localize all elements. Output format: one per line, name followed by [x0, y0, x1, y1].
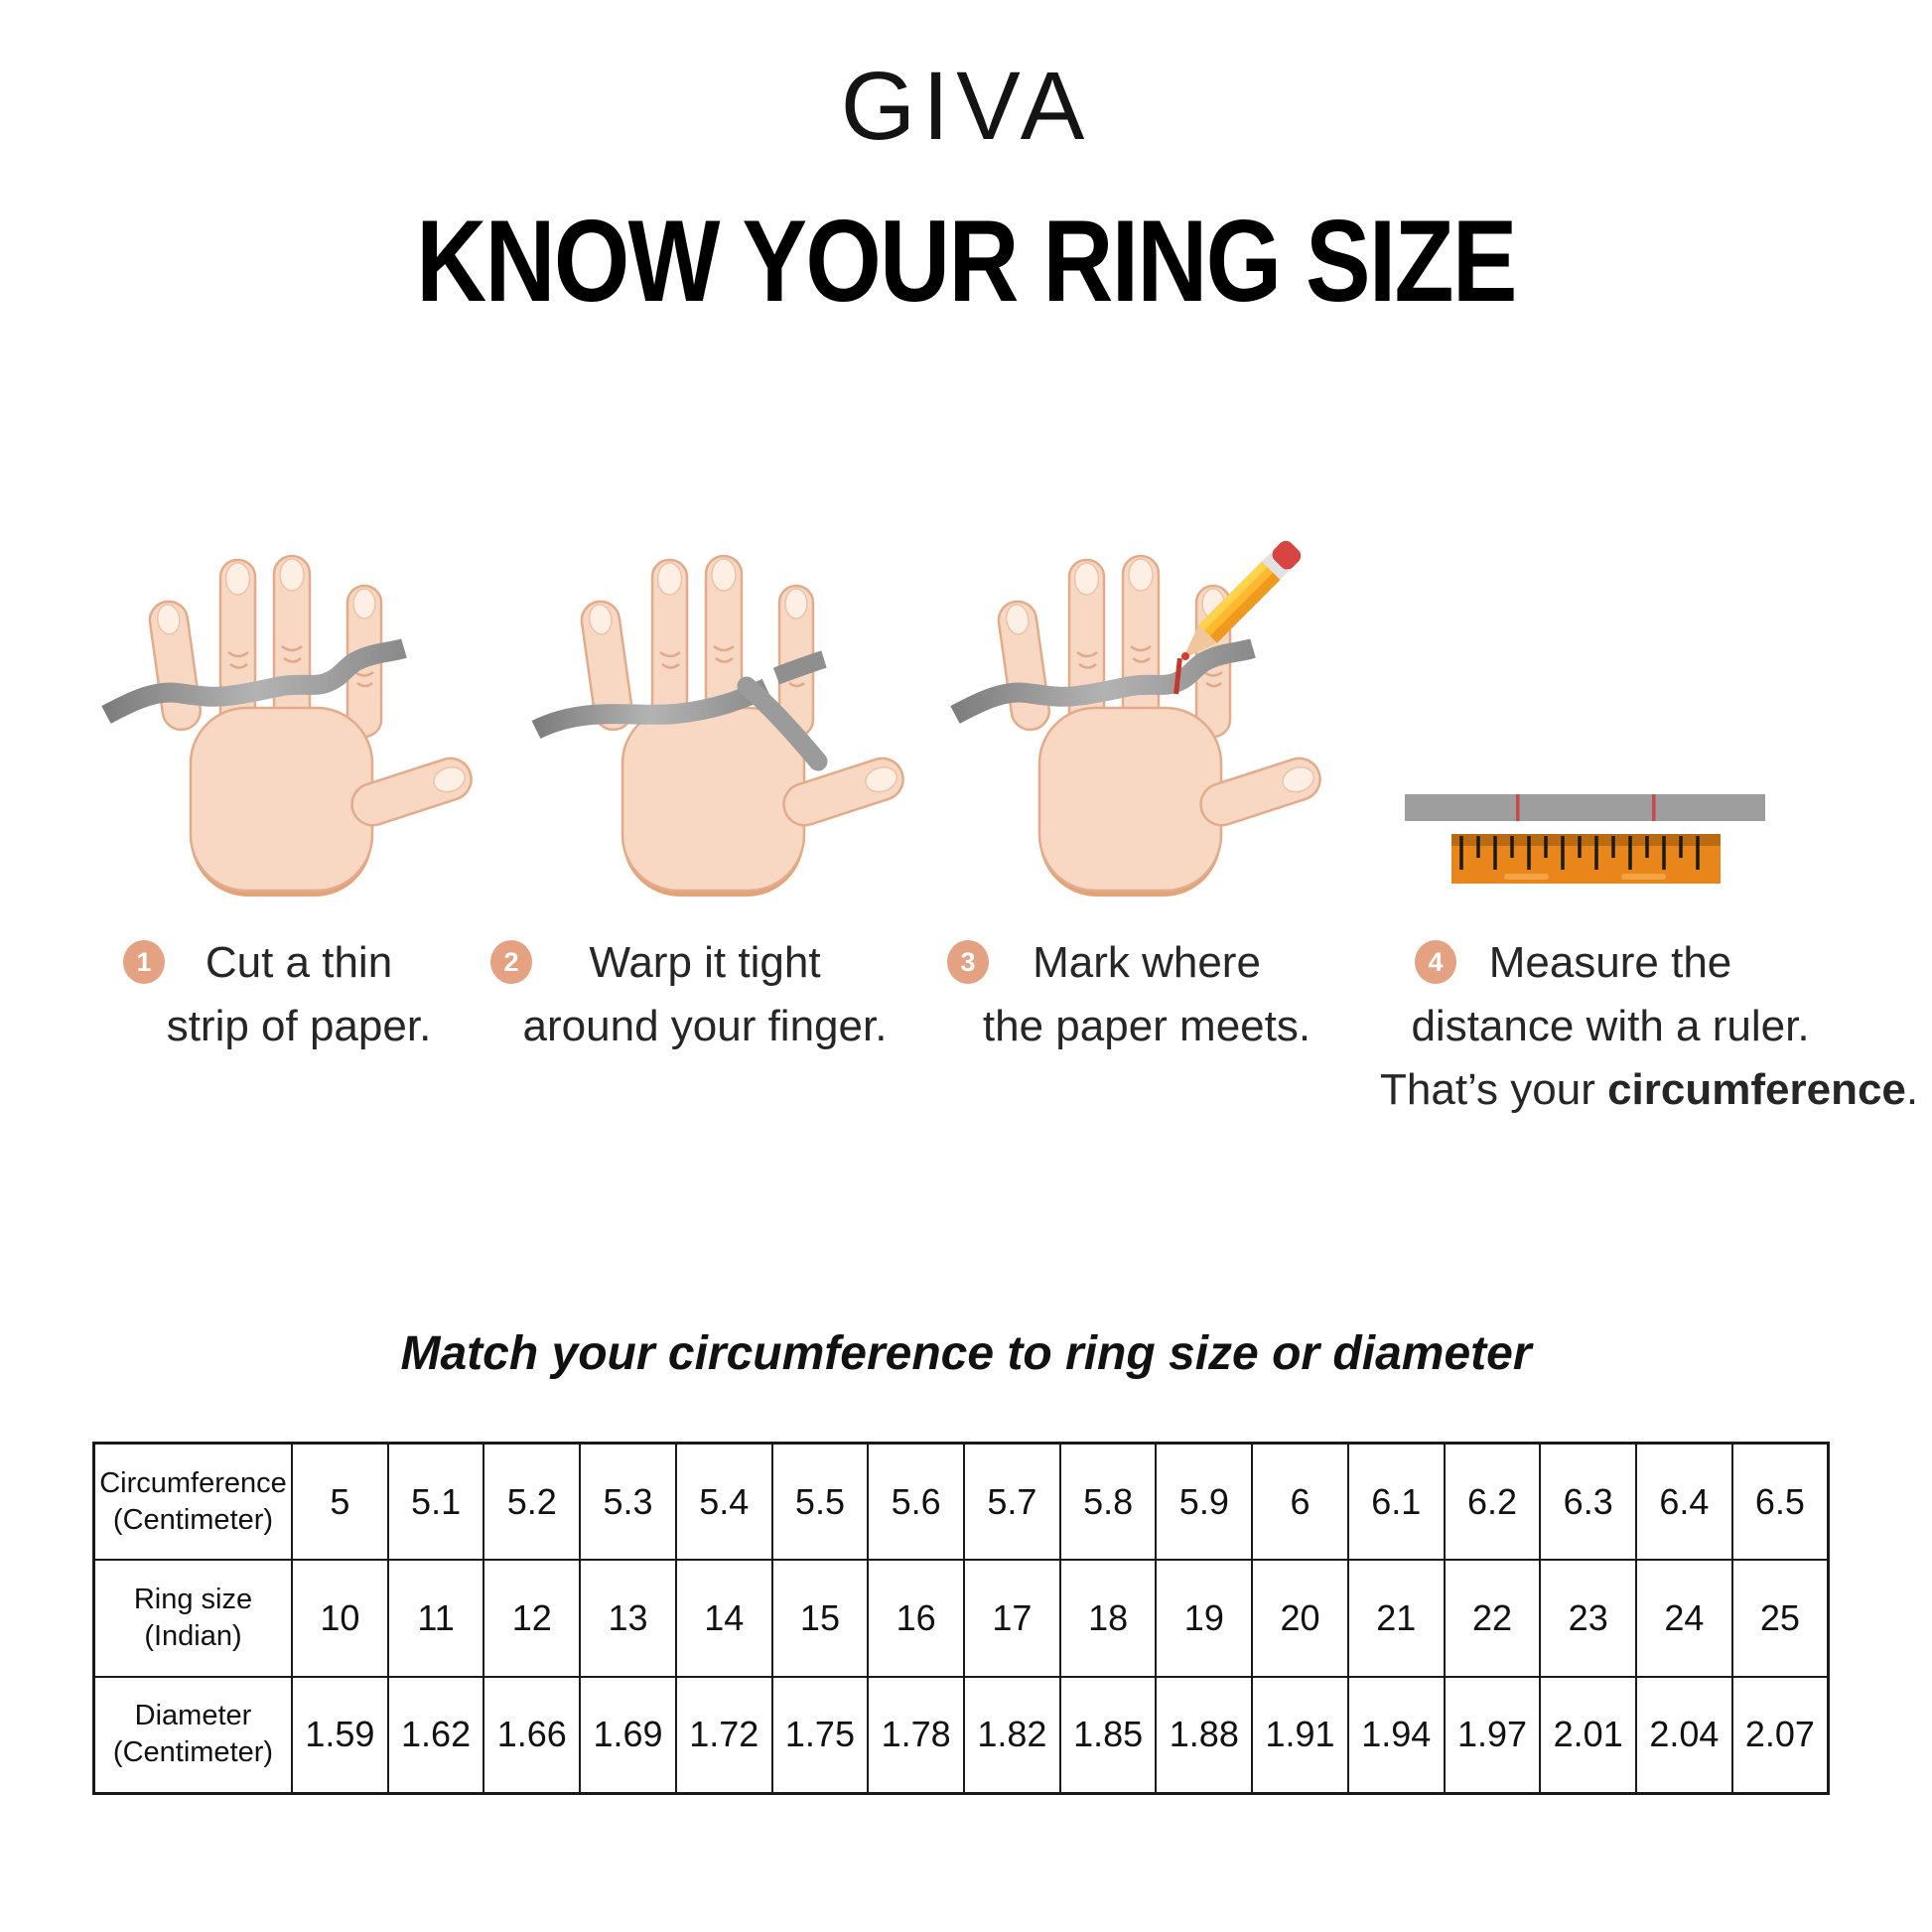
table-cell: 5.3: [579, 1442, 677, 1562]
table-cell: 12: [483, 1559, 582, 1678]
table-cell: 5.6: [867, 1442, 966, 1562]
step-4-line-2: distance with a ruler.: [1411, 1002, 1810, 1050]
table-cell: 2.07: [1730, 1675, 1830, 1795]
step-1-number-badge: 1: [123, 940, 165, 984]
step-2-number-badge: 2: [490, 940, 532, 984]
table-cell: 6.1: [1346, 1442, 1446, 1562]
step-3-line-2: the paper meets.: [982, 1002, 1311, 1050]
table-cell: 5: [291, 1442, 389, 1562]
table-cell: 1.85: [1058, 1675, 1158, 1795]
table-cell: 1.72: [674, 1675, 773, 1795]
table-cell: 6: [1251, 1442, 1349, 1562]
hand-with-paper-strip-icon: [94, 541, 491, 938]
table-cell: 6.5: [1730, 1442, 1830, 1562]
table-cell: 17: [963, 1559, 1061, 1678]
row-label: Diameter (Centimeter): [92, 1675, 293, 1795]
table-row: Diameter (Centimeter) 1.59 1.62 1.66 1.69 1.72…: [92, 1675, 1830, 1795]
ruler-measuring-strip-icon: [1405, 789, 1772, 889]
step-1-line-1: Cut a thin: [205, 938, 393, 987]
table-cell: 1.69: [579, 1675, 677, 1795]
table-cell: 5.8: [1058, 1442, 1158, 1562]
table-cell: 6.2: [1443, 1442, 1542, 1562]
table-cell: 6.3: [1539, 1442, 1638, 1562]
step-2-line-1: Warp it tight: [589, 938, 821, 987]
step-1-line-2: strip of paper.: [166, 1002, 432, 1050]
table-cell: 23: [1539, 1559, 1638, 1678]
table-cell: 19: [1155, 1559, 1254, 1678]
table-row: Circumference (Centimeter) 5 5.1 5.2 5.3 5.4 5.…: [92, 1442, 1830, 1562]
row-label: Circumference (Centimeter): [92, 1442, 293, 1562]
hand-strip-wrapped-finger-icon: [526, 541, 923, 938]
table-cell: 1.94: [1346, 1675, 1446, 1795]
table-cell: 5.5: [770, 1442, 870, 1562]
table-cell: 16: [867, 1559, 966, 1678]
table-cell: 1.88: [1155, 1675, 1254, 1795]
table-cell: 21: [1346, 1559, 1446, 1678]
match-heading: Match your circumference to ring size or…: [400, 1327, 1532, 1380]
table-cell: 5.9: [1155, 1442, 1254, 1562]
table-cell: 2.01: [1539, 1675, 1638, 1795]
table-cell: 14: [674, 1559, 773, 1678]
step-4-line-1: Measure the: [1488, 938, 1732, 987]
table-cell: 5.2: [483, 1442, 582, 1562]
step-2: 2 Warp it tight around your finger.: [490, 931, 913, 1058]
table-cell: 5.7: [963, 1442, 1061, 1562]
table-cell: 1.62: [386, 1675, 485, 1795]
table-cell: 13: [579, 1559, 677, 1678]
table-cell: 11: [386, 1559, 485, 1678]
step-4: 4 Measure the distance with a ruler. Tha…: [1380, 931, 1919, 1122]
table-cell: 1.66: [483, 1675, 582, 1795]
table-cell: 2.04: [1635, 1675, 1733, 1795]
table-cell: 25: [1730, 1559, 1830, 1678]
table-cell: 1.78: [867, 1675, 966, 1795]
table-cell: 10: [291, 1559, 389, 1678]
step-3-number-badge: 3: [947, 940, 989, 984]
size-table-body: Circumference (Centimeter) 5 5.1 5.2 5.3 5.4 5.…: [92, 1442, 1830, 1795]
page-title: KNOW YOUR RING SIZE: [416, 196, 1517, 326]
row-label: Ring size (Indian): [92, 1559, 293, 1678]
step-3: 3 Mark where the paper meets.: [943, 931, 1350, 1058]
table-cell: 24: [1635, 1559, 1733, 1678]
step-1: 1 Cut a thin strip of paper.: [109, 931, 488, 1058]
step-2-line-2: around your finger.: [522, 1002, 888, 1050]
table-cell: 1.59: [291, 1675, 389, 1795]
table-cell: 1.91: [1251, 1675, 1349, 1795]
table-cell: 1.97: [1443, 1675, 1542, 1795]
table-cell: 1.75: [770, 1675, 870, 1795]
table-cell: 1.82: [963, 1675, 1061, 1795]
table-cell: 22: [1443, 1559, 1542, 1678]
hand-pencil-marking-icon: [943, 541, 1340, 938]
brand-logo: GIVA: [840, 52, 1092, 160]
table-cell: 18: [1058, 1559, 1158, 1678]
table-cell: 5.4: [674, 1442, 773, 1562]
ring-size-table: Circumference (Centimeter) 5 5.1 5.2 5.3 5.4 5.…: [92, 1442, 1830, 1795]
step-3-line-1: Mark where: [1033, 938, 1261, 987]
step-4-line-3: That’s your circumference.: [1380, 1065, 1919, 1114]
table-cell: 6.4: [1635, 1442, 1733, 1562]
table-cell: 20: [1251, 1559, 1349, 1678]
step-4-number-badge: 4: [1415, 940, 1456, 984]
table-cell: 5.1: [386, 1442, 485, 1562]
table-cell: 15: [770, 1559, 870, 1678]
table-row: Ring size (Indian) 10 11 12 13 14 15 16 17 18 19 20 2…: [92, 1559, 1830, 1678]
